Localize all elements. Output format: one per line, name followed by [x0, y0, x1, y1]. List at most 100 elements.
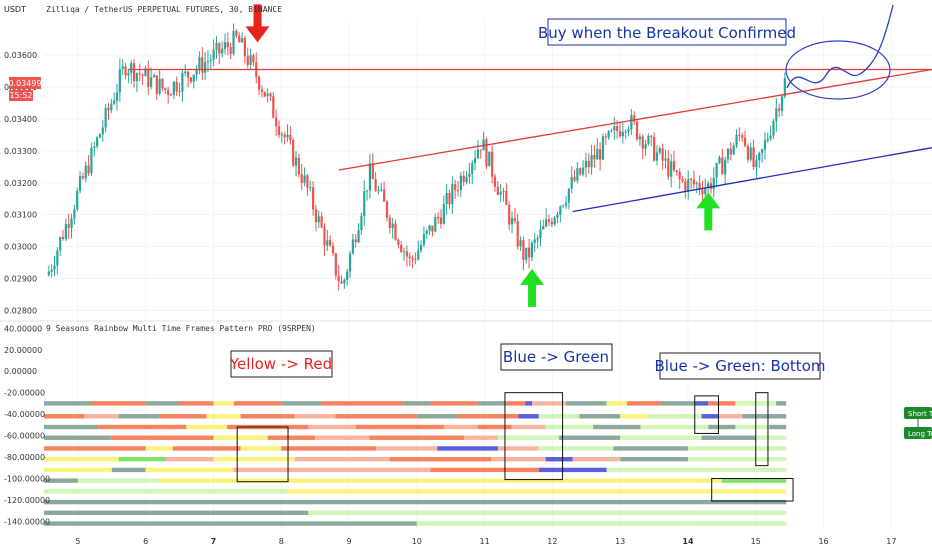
rainbow-segment — [206, 414, 241, 419]
candle-body — [709, 183, 713, 190]
candle-body — [110, 103, 113, 111]
candle-body — [456, 189, 460, 191]
rainbow-segment — [44, 414, 85, 419]
rainbow-segment — [477, 401, 505, 406]
blue-green-label: Blue -> Green — [503, 348, 609, 366]
candle-body — [758, 152, 761, 161]
candle-body — [317, 216, 320, 223]
long-term-button[interactable] — [904, 427, 932, 439]
candle-body — [343, 280, 346, 284]
candle-body — [599, 149, 602, 160]
candle-body — [340, 281, 343, 284]
candle-body — [596, 149, 599, 160]
time-tick-label: 12 — [547, 537, 557, 546]
candle-body — [132, 63, 136, 82]
rainbow-segment — [416, 521, 787, 526]
candle-body — [189, 77, 193, 82]
candle-body — [215, 43, 218, 50]
candle-body — [584, 160, 588, 168]
last-price-tag-bg — [9, 77, 41, 89]
indicator-tick-label: 20.00000 — [4, 346, 42, 355]
candle-body — [314, 209, 318, 223]
trendlines[interactable] — [128, 68, 932, 213]
rainbow-segment — [708, 424, 736, 430]
rainbow-segment — [620, 414, 648, 419]
rainbow-segment — [44, 446, 146, 451]
rainbow-segment — [145, 401, 180, 406]
candle-body — [689, 178, 693, 180]
price-tick-label: 0.02900 — [4, 275, 37, 284]
rainbow-segment — [687, 456, 787, 462]
rainbow-segment — [145, 467, 234, 473]
candle-body — [107, 107, 110, 111]
candle-body — [47, 271, 50, 276]
rainbow-segment — [735, 424, 770, 430]
candle-body — [181, 73, 184, 92]
breakout-ellipse — [785, 40, 891, 100]
candle-body — [161, 78, 164, 89]
time-tick-label: 6 — [143, 537, 148, 546]
rainbow-segment — [498, 435, 560, 440]
green-up-arrow — [696, 192, 721, 231]
candle-body — [570, 176, 573, 189]
candle-body — [741, 135, 744, 138]
candle-body — [726, 148, 730, 160]
candle-body — [653, 136, 656, 161]
rainbow-segment — [166, 456, 214, 462]
rainbow-segment — [532, 401, 566, 406]
candle-body — [275, 117, 278, 127]
candle-body — [158, 78, 161, 94]
candle-body — [593, 154, 596, 160]
rainbow-segment — [464, 435, 499, 440]
rainbow-segment — [491, 456, 546, 462]
candle-body — [721, 157, 724, 175]
buy-note-box — [547, 18, 787, 46]
countdown-tag: 15:52 — [9, 91, 32, 100]
time-tick-label: 7 — [211, 537, 217, 546]
highlight-box — [694, 395, 719, 434]
rainbow-segment — [545, 424, 594, 430]
indicator-tick-label: -80.00000 — [4, 453, 45, 462]
candle-body — [610, 130, 613, 132]
rainbow-segment — [701, 414, 719, 419]
candle-body — [672, 161, 676, 171]
candle-body — [590, 154, 593, 168]
indicator-tick-label: -140.00000 — [4, 517, 50, 526]
candle-body — [658, 148, 661, 153]
candle-body — [90, 147, 93, 174]
candle-body — [559, 206, 562, 215]
rainbow-segment — [308, 510, 787, 516]
rainbow-segment — [525, 401, 533, 406]
candle-body — [130, 63, 133, 73]
rainbow-segment — [755, 435, 787, 440]
rainbow-segment — [579, 414, 621, 419]
rainbow-segment — [44, 521, 417, 526]
rainbow-segment — [111, 467, 146, 473]
candle-body — [84, 165, 87, 179]
candle-body — [87, 165, 90, 174]
rainbow-segment — [294, 414, 336, 419]
candle-body — [169, 94, 173, 96]
trendline[interactable] — [572, 147, 932, 213]
time-tick-label: 11 — [480, 537, 490, 546]
short-term-button[interactable] — [904, 407, 932, 419]
candle-body — [499, 191, 502, 195]
rainbow-segment — [565, 401, 607, 406]
rainbow-segment — [538, 446, 614, 451]
candle-body — [64, 224, 67, 240]
rainbow-segment — [626, 401, 661, 406]
candle-body — [587, 160, 590, 168]
candle-body — [780, 96, 784, 111]
candles[interactable] — [47, 23, 786, 291]
candle-body — [93, 146, 96, 148]
candle-body — [743, 137, 747, 146]
trendline[interactable] — [338, 68, 932, 171]
price-tick-label: 0.03300 — [4, 147, 37, 156]
candle-body — [451, 184, 454, 205]
candle-body — [437, 217, 440, 219]
candle-body — [397, 239, 400, 245]
candle-body — [292, 139, 295, 166]
candle-body — [186, 71, 190, 78]
candle-body — [442, 203, 445, 224]
candle-body — [633, 115, 636, 122]
